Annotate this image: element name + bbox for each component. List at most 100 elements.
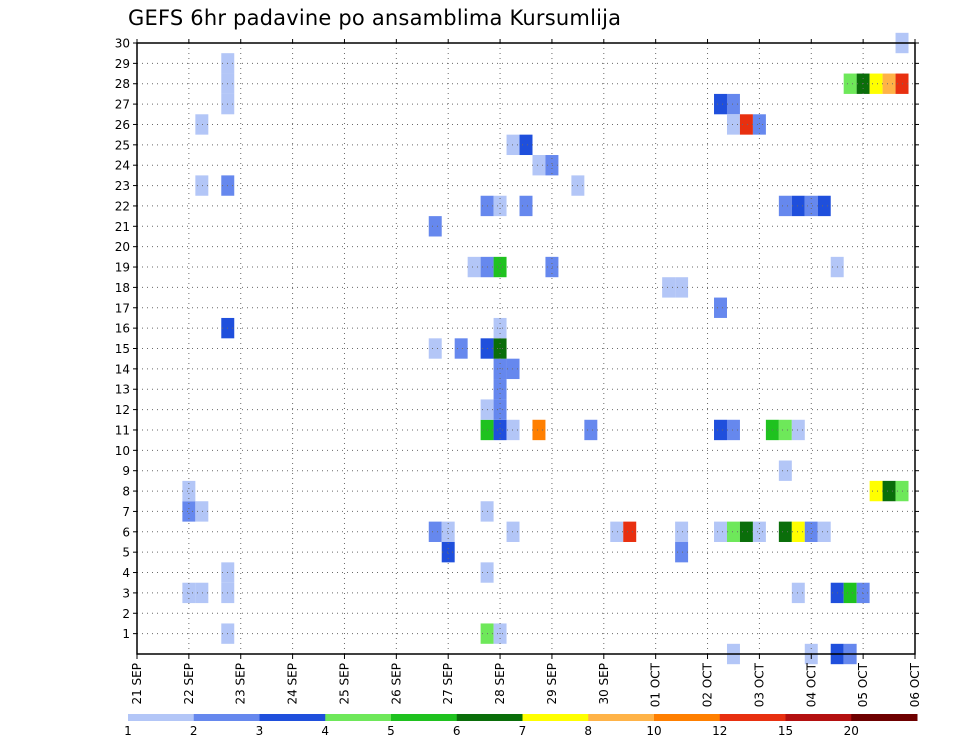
legend-swatch (128, 714, 195, 721)
legend-swatch (719, 714, 786, 721)
heatmap-cell (532, 419, 546, 441)
heatmap-cell (195, 114, 209, 135)
heatmap-cell (545, 155, 559, 176)
x-tick-label: 21 SEP (130, 663, 144, 705)
y-tick-label: 3 (122, 586, 130, 600)
heatmap-cell (817, 521, 831, 542)
x-tick-label: 24 SEP (286, 663, 300, 705)
heatmap-cell (506, 358, 520, 380)
heatmap-cell (675, 277, 689, 298)
y-tick-label: 17 (115, 301, 130, 315)
x-tick-label: 29 SEP (545, 663, 559, 705)
heatmap-cell (493, 195, 507, 217)
heatmap-cell (182, 501, 196, 522)
legend-swatch (193, 714, 260, 721)
x-tick-label: 01 OCT (649, 662, 663, 707)
heatmap-cell (882, 73, 896, 94)
heatmap-cell (545, 256, 559, 278)
y-tick-label: 20 (115, 240, 130, 254)
heatmap-cell (623, 521, 637, 542)
heatmap-cell (454, 338, 468, 359)
heatmap-cell (428, 216, 442, 237)
legend-label: 20 (844, 724, 859, 738)
chart-title: GEFS 6hr padavine po ansamblima Kursumli… (128, 6, 622, 30)
heatmap-cell (856, 582, 870, 604)
heatmap-cell (869, 480, 883, 502)
heatmap-cell (778, 195, 792, 217)
heatmap-cells (182, 32, 909, 665)
legend-label: 7 (519, 724, 527, 738)
x-tick-label: 27 SEP (441, 663, 455, 705)
heatmap-cell (506, 134, 520, 156)
x-tick-label: 02 OCT (701, 662, 715, 707)
heatmap-cell (584, 419, 598, 441)
heatmap-cell (441, 541, 455, 563)
legend-label: 4 (321, 724, 329, 738)
heatmap-cell (739, 114, 753, 135)
heatmap-cell (493, 256, 507, 278)
legend-swatch (654, 714, 721, 721)
heatmap-cell (675, 521, 689, 542)
heatmap-cell (195, 501, 209, 522)
grid-lines (137, 43, 915, 654)
heatmap-cell (778, 419, 792, 441)
y-tick-label: 9 (122, 464, 130, 478)
heatmap-cell (726, 114, 740, 135)
legend-swatch (851, 714, 918, 721)
heatmap-cell (778, 460, 792, 481)
heatmap-cell (675, 541, 689, 563)
y-tick-label: 16 (115, 322, 130, 336)
heatmap-cell (778, 521, 792, 542)
y-tick-label: 28 (115, 77, 130, 91)
heatmap-cell (428, 521, 442, 542)
y-tick-label: 7 (122, 505, 130, 519)
y-axis-labels: 1234567891011121314151617181920212223242… (115, 37, 130, 642)
heatmap-cell (804, 195, 818, 217)
legend-swatch (259, 714, 326, 721)
heatmap-cell (726, 521, 740, 542)
x-tick-label: 23 SEP (234, 663, 248, 705)
x-tick-label: 06 OCT (908, 662, 922, 707)
heatmap-cell (506, 521, 520, 542)
heatmap-cell (714, 297, 727, 318)
y-tick-label: 5 (122, 546, 130, 560)
heatmap-cell (817, 195, 831, 217)
legend-label: 5 (387, 724, 395, 738)
y-tick-label: 6 (122, 525, 130, 539)
heatmap-cell (791, 582, 805, 604)
heatmap-cell (493, 379, 507, 400)
heatmap-cell (519, 134, 533, 156)
y-tick-label: 18 (115, 281, 130, 295)
y-tick-label: 8 (122, 485, 130, 499)
heatmap-cell (493, 399, 507, 420)
y-tick-label: 13 (115, 383, 130, 397)
y-tick-label: 19 (115, 261, 130, 275)
heatmap-cell (610, 521, 624, 542)
y-tick-label: 22 (115, 199, 130, 213)
heatmap-cell (882, 480, 896, 502)
y-tick-label: 30 (115, 37, 130, 51)
heatmap-cell (714, 521, 727, 542)
legend-label: 2 (190, 724, 198, 738)
legend-swatch (456, 714, 523, 721)
axis-ticks (133, 39, 919, 659)
heatmap-cell (804, 521, 818, 542)
x-tick-label: 26 SEP (389, 663, 403, 705)
y-tick-label: 1 (122, 627, 130, 641)
heatmap-cell (752, 521, 766, 542)
y-tick-label: 25 (115, 138, 130, 152)
heatmap-cell (195, 175, 209, 196)
y-tick-label: 21 (115, 220, 130, 234)
y-tick-label: 24 (115, 159, 130, 173)
legend-swatch (522, 714, 589, 721)
legend-label: 10 (646, 724, 661, 738)
y-tick-label: 2 (122, 607, 130, 621)
y-tick-label: 27 (115, 98, 130, 112)
legend-swatch (588, 714, 655, 721)
heatmap-cell (843, 582, 857, 604)
x-tick-label: 04 OCT (804, 662, 818, 707)
legend-swatch (325, 714, 392, 721)
heatmap-cell (428, 338, 442, 359)
x-tick-label: 22 SEP (182, 663, 196, 705)
